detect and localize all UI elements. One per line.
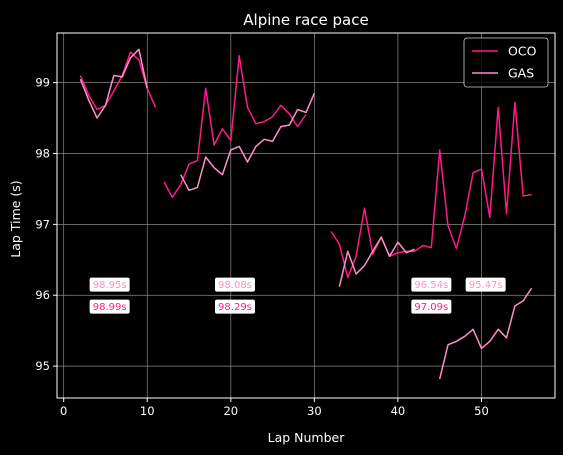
stint-label: 98.95s [89,277,130,292]
y-tick-label: 99 [35,76,50,90]
x-tick-label: 10 [140,404,155,418]
legend: OCO GAS [463,37,549,88]
series-line-gas [180,92,316,192]
y-tick-label: 96 [35,288,50,302]
series-line-oco [79,51,157,111]
stint-label: 96.54s [411,277,452,292]
stint-label: 98.08s [214,277,255,292]
x-tick-label: 0 [60,404,67,418]
plot-frame [56,32,556,399]
stint-label-text: 95.47s [469,280,503,291]
stint-label-text: 98.99s [93,302,127,313]
y-tick-label: 98 [35,146,50,160]
stint-label: 98.29s [214,299,255,314]
series-line-gas [438,287,533,380]
stint-label-box [411,299,452,314]
series-line-gas [338,236,415,287]
x-tick-label: 30 [307,404,322,418]
x-tick-label: 40 [391,404,406,418]
chart-title: Alpine race pace [243,11,368,29]
legend-label-gas: GAS [508,66,534,81]
stint-label: 95.47s [465,277,506,292]
x-tick-label: 50 [474,404,489,418]
stint-label-box [89,277,130,292]
x-tick-label: 20 [223,404,238,418]
stint-label-text: 98.95s [93,280,127,291]
series-line-oco [330,101,532,279]
legend-label-oco: OCO [508,44,537,59]
stint-label: 97.09s [411,299,452,314]
y-axis-label: Lap Time (s) [8,180,23,257]
stint-label-text: 98.29s [218,302,252,313]
series-line-gas [79,48,148,119]
stint-label-box [411,277,452,292]
series-lines [79,48,533,380]
stint-label-box [89,299,130,314]
stint-label-text: 97.09s [414,302,448,313]
x-axis-label: Lap Number [268,430,346,445]
axis-ticks: 0 10 20 30 40 50 95 96 97 98 99 [35,76,488,418]
stint-label: 98.99s [89,299,130,314]
y-tick-label: 97 [35,217,50,231]
stint-label-text: 98.08s [218,280,252,291]
stint-label-box [214,299,255,314]
stint-label-text: 96.54s [414,280,448,291]
stint-label-box [214,277,255,292]
stint-annotations: 98.95s 98.08s 96.54s 95.47s 98.99s 98.29s 97.0… [89,277,506,314]
stint-label-box [465,277,506,292]
series-line-oco [163,54,307,199]
y-tick-label: 95 [35,359,50,373]
